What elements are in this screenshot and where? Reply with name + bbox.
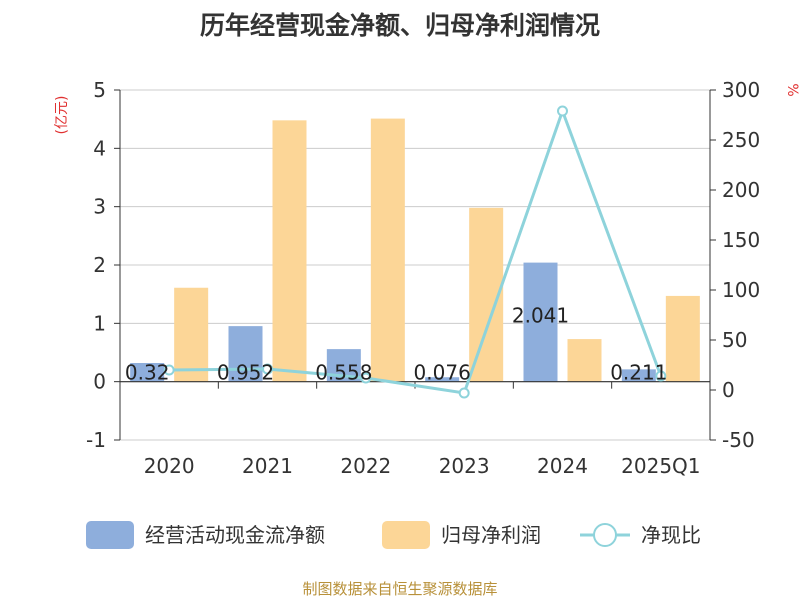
- ratio-line: [169, 106, 663, 395]
- cash-flow-data-label: 0.076: [414, 361, 471, 385]
- left-tick-label: 1: [93, 311, 106, 335]
- right-tick-label: 250: [722, 128, 760, 152]
- cash-flow-bar: [621, 369, 656, 382]
- left-tick-label: 4: [93, 136, 106, 160]
- left-tick-label: -1: [86, 428, 106, 452]
- data-labels-layer: 0.32 0.952 0.558 0.076 2.041 0.211: [125, 304, 668, 385]
- net-profit-bar: [567, 339, 602, 382]
- category-label: 2025Q1: [621, 454, 700, 478]
- cash-flow-bar: [425, 377, 460, 382]
- category-label: 2023: [439, 454, 490, 478]
- axes-layer: -1 0 1 2 3 4 5 -50 0 50 100 150 200 250 300 2020 2021 202…: [86, 78, 760, 478]
- bars-layer: [130, 118, 700, 382]
- ratio-point: [655, 370, 667, 382]
- chart-title: 历年经营现金净额、归母净利润情况: [199, 11, 600, 40]
- legend-marker-ratio: [593, 523, 617, 547]
- left-axis-unit: (亿元): [54, 96, 70, 135]
- cash-flow-data-label: 0.952: [217, 361, 274, 385]
- net-profit-bar: [370, 118, 405, 382]
- right-tick-label: -50: [722, 428, 755, 452]
- cash-flow-bar: [523, 262, 558, 382]
- category-label: 2022: [340, 454, 391, 478]
- ratio-point: [458, 387, 470, 399]
- right-tick-label: 100: [722, 278, 760, 302]
- cash-flow-data-label: 0.211: [610, 361, 667, 385]
- cash-flow-bar: [228, 326, 263, 382]
- net-profit-bar: [272, 120, 307, 382]
- cash-flow-data-label: 0.558: [315, 361, 372, 385]
- legend-label-cash-flow: 经营活动现金流净额: [145, 523, 325, 547]
- cash-flow-data-label: 0.32: [125, 361, 170, 385]
- legend-label-net-profit: 归母净利润: [441, 523, 541, 547]
- ratio-line-layer: [163, 105, 667, 399]
- right-axis-unit: %: [784, 83, 800, 96]
- right-tick-label: 300: [722, 78, 760, 102]
- legend-label-ratio: 净现比: [641, 523, 701, 547]
- cash-flow-bar: [130, 363, 165, 382]
- left-tick-label: 5: [93, 78, 106, 102]
- ratio-point: [360, 372, 372, 384]
- category-label: 2024: [537, 454, 588, 478]
- legend-swatch-net-profit: [382, 521, 430, 549]
- left-tick-label: 2: [93, 253, 106, 277]
- right-tick-label: 200: [722, 178, 760, 202]
- ratio-point: [163, 364, 175, 376]
- net-profit-bar: [665, 295, 700, 382]
- net-profit-bar: [174, 287, 209, 382]
- ratio-point: [557, 105, 568, 117]
- source-note: 制图数据来自恒生聚源数据库: [302, 580, 498, 598]
- category-label: 2020: [144, 454, 195, 478]
- ratio-point: [262, 363, 273, 375]
- left-tick-label: 3: [93, 195, 106, 219]
- right-tick-label: 50: [722, 328, 747, 352]
- left-tick-label: 0: [93, 370, 106, 394]
- category-label: 2021: [242, 454, 293, 478]
- right-tick-label: 0: [722, 378, 735, 402]
- cash-flow-data-label: 2.041: [512, 304, 569, 328]
- legend: 经营活动现金流净额 归母净利润 净现比: [86, 521, 701, 549]
- right-tick-label: 150: [722, 228, 760, 252]
- legend-swatch-cash-flow: [86, 521, 134, 549]
